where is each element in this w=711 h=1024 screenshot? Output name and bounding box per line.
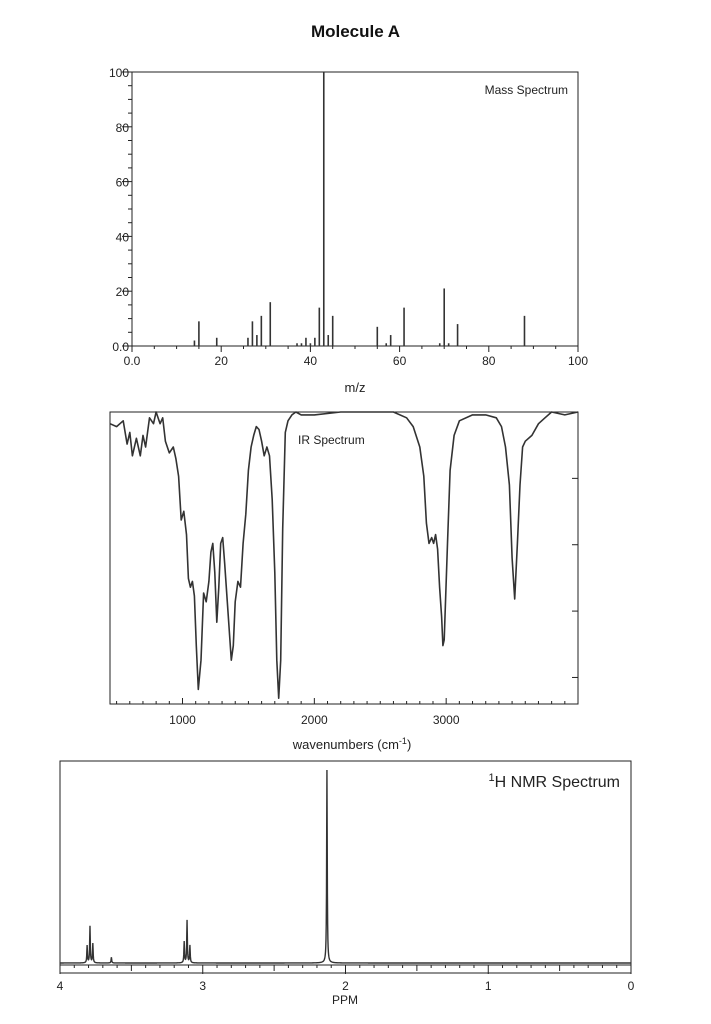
ir-trace [109,411,579,699]
ms-x-tick-label: 20 [215,354,229,368]
ir-x-axis-label: wavenumbers (cm-1) [292,736,412,752]
nmr-x-ticks: 4 3 2 1 0 [57,965,635,993]
ms-inset-label: Mass Spectrum [485,83,568,97]
nmr-frame [59,760,632,974]
ir-x-ticks: 1000 2000 3000 [116,698,566,727]
nmr-x-tick-label: 2 [342,979,349,993]
ir-frame [109,411,579,705]
nmr-x-tick-label: 4 [57,979,64,993]
ms-y-tick-label: 0.0 [112,340,129,354]
nmr-x-tick-label: 1 [485,979,492,993]
nmr-x-axis-label: PPM [332,993,358,1007]
ms-x-tick-label: 60 [393,354,407,368]
ir-xlabel-sup: -1 [399,736,407,746]
ms-x-tick-label: 0.0 [124,354,141,368]
ms-y-tick-label: 20 [116,285,130,299]
ms-x-tick-label: 40 [304,354,318,368]
nmr-trace [60,769,631,964]
ir-xlabel-main: wavenumbers (cm [292,737,399,752]
ms-y-tick-label: 80 [116,121,130,135]
ms-y-tick-label: 40 [116,230,130,244]
ir-right-ticks [572,477,578,678]
mass-spectrum-panel: Mass Spectrum 0.0 20 40 60 80 100 0.0 20 40 60 80… [109,66,588,395]
ms-x-ticks: 0.0 20 40 60 80 100 [124,346,588,368]
nmr-inset-label: 1H NMR Spectrum [489,772,620,791]
page-title: Molecule A [310,22,401,41]
ms-y-tick-label: 100 [109,66,129,80]
ir-x-tick-label: 2000 [301,713,328,727]
nmr-x-tick-label: 3 [199,979,206,993]
nmr-label-sup: 1 [489,772,495,784]
ms-x-tick-label: 80 [482,354,496,368]
ir-spectrum-panel: IR Spectrum 1000 2000 3000 wavenumbers (cm… [109,411,579,752]
ms-x-axis-label: m/z [345,380,366,395]
ir-x-tick-label: 1000 [169,713,196,727]
ms-y-ticks: 0.0 20 40 60 80 100 [109,66,132,354]
nmr-label-main: H NMR Spectrum [495,774,620,791]
nmr-x-tick-label: 0 [628,979,635,993]
ms-y-tick-label: 60 [116,176,130,190]
ir-inset-label: IR Spectrum [298,433,365,447]
ms-frame [131,71,579,347]
ms-peaks [193,72,526,346]
ir-xlabel-end: ) [407,737,411,752]
ms-x-tick-label: 100 [568,354,588,368]
ir-x-tick-label: 3000 [433,713,460,727]
